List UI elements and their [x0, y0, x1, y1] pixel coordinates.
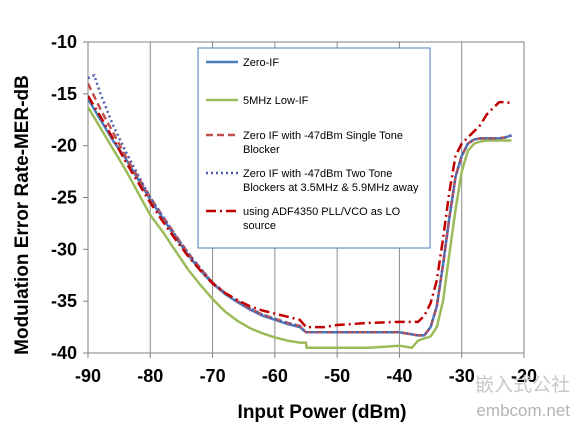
x-tick-label: -80 [137, 366, 163, 386]
legend-label-2: 5MHz Low-IF [243, 95, 309, 107]
x-tick-label: -90 [75, 366, 101, 386]
legend: Zero-IF 5MHz Low-IF Zero IF with -47dBm Si… [197, 47, 431, 249]
y-tick-label: -15 [51, 84, 77, 104]
watermark: 嵌入式公社 embcom.net [475, 374, 570, 420]
x-tick-label: -30 [449, 366, 475, 386]
x-tick-label: -70 [200, 366, 226, 386]
y-axis-label: Modulation Error Rate-MER-dB [12, 75, 33, 355]
legend-label-3: Zero IF with -47dBm Single Tone Blocker [243, 130, 403, 156]
y-axis-ticks: -10 -15 -20 -25 -30 -35 -40 [51, 32, 88, 363]
x-tick-label: -40 [386, 366, 412, 386]
y-tick-label: -40 [51, 343, 77, 363]
y-tick-label: -10 [51, 32, 77, 52]
y-tick-label: -20 [51, 136, 77, 156]
legend-label-5: using ADF4350 PLL/VCO as LO source [243, 206, 401, 232]
x-tick-label: -60 [262, 366, 288, 386]
series-line-4 [88, 73, 512, 337]
watermark-text-cn: 嵌入式公社 [475, 374, 570, 396]
y-tick-label: -35 [51, 291, 77, 311]
x-tick-label: -50 [324, 366, 350, 386]
legend-label-4: Zero IF with -47dBm Two Tone Blockers at … [243, 168, 419, 194]
x-axis-ticks: -90 -80 -70 -60 -50 -40 -30 -20 [75, 353, 537, 386]
series-lines [88, 73, 512, 350]
y-tick-label: -30 [51, 239, 77, 259]
series-line-2 [88, 106, 512, 350]
legend-box [197, 47, 431, 249]
legend-label-1: Zero-IF [243, 57, 279, 69]
x-axis-label: Input Power (dBm) [238, 402, 407, 423]
watermark-text-url: embcom.net [476, 401, 570, 420]
x-tick-label: -20 [511, 366, 537, 386]
series-line-5 [88, 95, 512, 329]
y-tick-label: -25 [51, 188, 77, 208]
